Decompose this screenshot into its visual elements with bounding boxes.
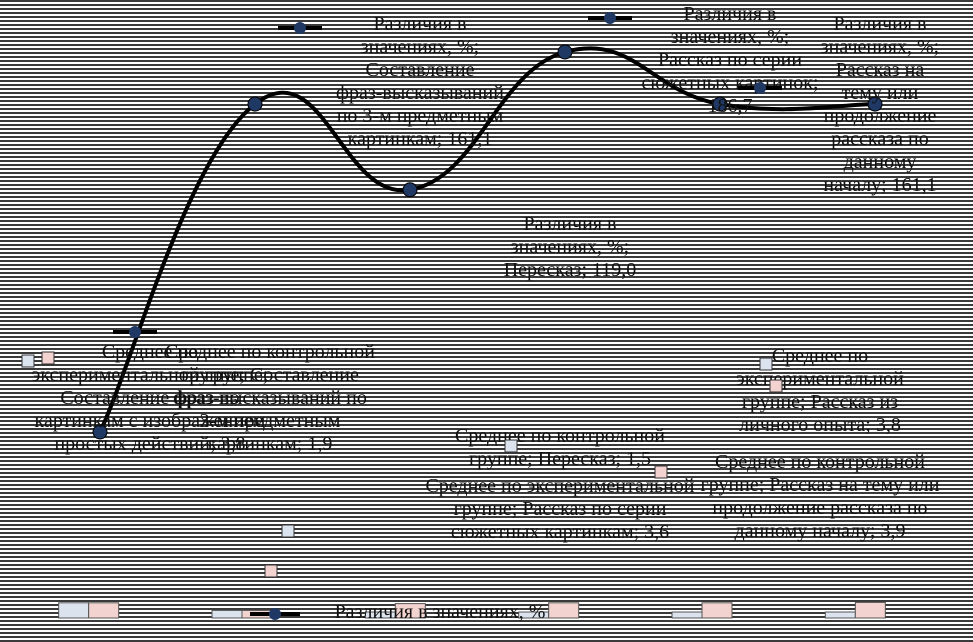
- bar-1-2: [394, 603, 426, 619]
- legend-line-point-2: [754, 82, 766, 94]
- legend-line-point-1: [604, 12, 616, 24]
- bar-1-5: [854, 601, 886, 619]
- line-point-3: [557, 44, 573, 60]
- legend-swatch-1: [41, 351, 55, 365]
- legend-swatch-5: [654, 465, 668, 479]
- data-label-8: Различия в значениях, %; Рассказ по серии с…: [641, 3, 818, 117]
- labels-layer: Среднее по экспериментальной группе; Соста…: [32, 3, 940, 623]
- bar-0-1: [211, 609, 243, 619]
- line-point-2: [402, 182, 418, 198]
- data-label-1: Среднее по контрольной группе; Составлени…: [165, 341, 375, 455]
- line-layer: [92, 44, 883, 440]
- data-label-0: Среднее по экспериментальной группе; Соста…: [32, 341, 269, 455]
- data-label-2: Среднее по контрольной группе; Пересказ; …: [455, 425, 665, 470]
- data-label-3: Среднее по экспериментальной группе; Расс…: [425, 475, 694, 543]
- legend-swatch-3: [769, 379, 783, 393]
- legend-swatch-6: [281, 524, 295, 538]
- line-point-1: [247, 96, 263, 112]
- bar-0-5: [824, 611, 856, 619]
- bar-1-0: [88, 602, 120, 619]
- legend-line-dot: [269, 608, 281, 620]
- data-label-9: Различия в значениях, %; Рассказ на тему ил…: [821, 13, 939, 196]
- legend-swatch-2: [759, 357, 773, 371]
- bar-1-4: [701, 602, 733, 619]
- legend: [21, 12, 783, 620]
- legend-swatch-7: [264, 564, 278, 578]
- data-label-6: Различия в значениях, %; Составление фраз-в…: [336, 13, 504, 150]
- legend-line-point-0: [294, 22, 306, 34]
- data-label-5: Среднее по контрольной группе; Рассказ на…: [701, 451, 940, 542]
- legend-line-point-3: [129, 326, 141, 338]
- bar-1-3: [548, 602, 580, 619]
- bar-0-4: [671, 611, 703, 619]
- legend-swatch-4: [504, 439, 518, 453]
- line-point-4: [712, 96, 728, 112]
- data-label-10: Различия в значениях, %: [335, 601, 546, 623]
- data-label-7: Различия в значениях, %; Пересказ; 119,0: [504, 213, 637, 281]
- legend-swatch-0: [21, 354, 35, 368]
- line-point-0: [92, 424, 108, 440]
- bar-0-0: [58, 602, 90, 619]
- line-point-5: [867, 96, 883, 112]
